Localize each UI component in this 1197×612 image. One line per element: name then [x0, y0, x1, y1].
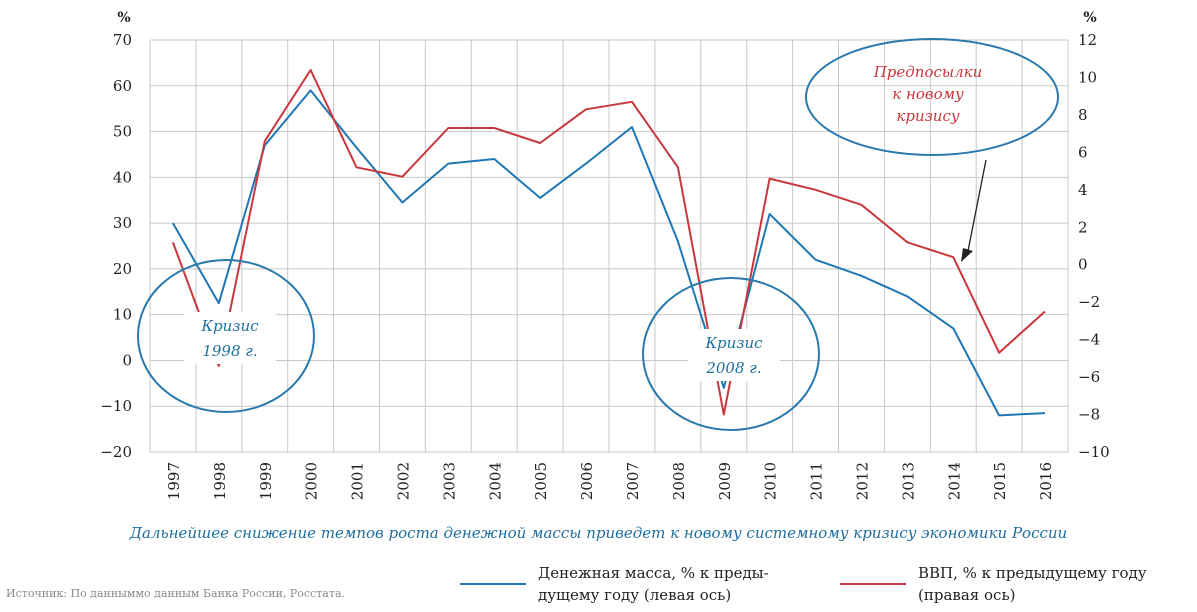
x-tick-label: 1998: [211, 462, 229, 500]
left-axis-unit: %: [117, 10, 130, 26]
right-tick-label: −4: [1078, 331, 1100, 349]
right-tick-label: 2: [1078, 218, 1088, 236]
right-tick-label: 10: [1078, 68, 1097, 86]
right-tick-label: 0: [1078, 256, 1088, 274]
x-tick-label: 2016: [1037, 462, 1055, 500]
source-note: Источник: По данныммо данным Банка Росси…: [6, 587, 346, 600]
grid: [149, 39, 1069, 453]
crisis-1998-ellipse: [137, 259, 315, 413]
legend-gdp: ВВП, % к предыдущему году (правая ось): [840, 562, 1147, 606]
crisis-1998-label-line2: 1998 г.: [202, 342, 257, 360]
x-tick-label: 2010: [762, 462, 780, 500]
right-tick-label: −6: [1078, 368, 1100, 386]
new-crisis-arrow-head: [961, 248, 973, 262]
new-crisis-ellipse: [805, 38, 1059, 156]
legend-gdp-line2: (правая ось): [918, 586, 1016, 604]
x-tick-label: 2004: [486, 462, 504, 500]
crisis-2008-label-bg: [688, 329, 780, 381]
new-crisis-label-line2: к новому: [892, 85, 964, 103]
left-tick-label: 0: [122, 351, 132, 369]
crisis-1998-label-line1: Кризис: [200, 317, 259, 335]
left-tick-label: 60: [113, 77, 132, 95]
x-tick-label: 2009: [716, 462, 734, 500]
x-tick-label: 2003: [440, 462, 458, 500]
right-tick-label: −2: [1078, 293, 1100, 311]
right-tick-label: 8: [1078, 106, 1088, 124]
new-crisis-arrow: [966, 159, 987, 257]
x-tick-label: 2012: [853, 462, 871, 500]
x-tick-label: 2015: [991, 462, 1009, 500]
x-tick-label: 2014: [945, 462, 963, 500]
crisis-2008-ellipse: [642, 277, 820, 431]
right-tick-label: 6: [1078, 143, 1088, 161]
x-tick-label: 2006: [578, 462, 596, 500]
right-tick-label: −8: [1078, 406, 1100, 424]
left-tick-label: 10: [113, 306, 132, 324]
money-supply-line: [172, 89, 1046, 417]
x-axis: 1997 1998 1999 2000 2001 2002 2003 2004 2005 2006…: [165, 462, 1055, 500]
gdp-line: [171, 69, 1046, 416]
annotations: Кризис 1998 г. Кризис 2008 г. Предпосылки к н…: [137, 38, 1059, 431]
x-tick-label: 2000: [303, 462, 321, 500]
x-tick-label: 2007: [624, 462, 642, 500]
new-crisis-label-line1: Предпосылки: [873, 63, 983, 81]
legend-gdp-swatch: [840, 583, 906, 585]
left-tick-label: −20: [100, 443, 132, 461]
x-tick-label: 1997: [165, 462, 183, 500]
legend-money-line1: Денежная масса, % к преды-: [538, 564, 769, 582]
new-crisis-label-line3: кризису: [896, 107, 959, 125]
crisis-2008-label-line1: Кризис: [704, 334, 763, 352]
right-tick-label: −10: [1078, 443, 1110, 461]
right-axis: −10 −8 −6 −4 −2 0 2 4 6 8 10 12: [1078, 31, 1110, 461]
x-tick-label: 2002: [394, 462, 412, 500]
chart-caption: Дальнейшее снижение темпов роста денежно…: [129, 524, 1068, 542]
legend-money: Денежная масса, % к преды- дущему году (…: [460, 562, 769, 606]
legend-money-swatch: [460, 583, 526, 585]
right-tick-label: 12: [1078, 31, 1097, 49]
x-tick-label: 2005: [532, 462, 550, 500]
left-tick-label: 20: [113, 260, 132, 278]
right-axis-unit: %: [1083, 10, 1096, 26]
x-tick-label: 2008: [670, 462, 688, 500]
left-tick-label: 50: [113, 123, 132, 141]
x-tick-label: 2001: [349, 462, 367, 500]
crisis-2008-label-line2: 2008 г.: [705, 359, 761, 377]
left-tick-label: 30: [113, 214, 132, 232]
legend-money-line2: дущему году (левая ось): [538, 586, 732, 604]
left-tick-label: 70: [113, 31, 132, 49]
crisis-1998-label-bg: [184, 312, 276, 364]
right-tick-label: 4: [1078, 181, 1088, 199]
left-tick-label: −10: [100, 397, 132, 415]
x-tick-label: 2011: [808, 462, 826, 500]
legend-gdp-line1: ВВП, % к предыдущему году: [918, 564, 1147, 582]
x-tick-label: 1999: [257, 462, 275, 500]
x-tick-label: 2013: [899, 462, 917, 500]
left-axis: −20 −10 0 10 20 30 40 50 60 70: [100, 31, 132, 461]
left-tick-label: 40: [113, 168, 132, 186]
